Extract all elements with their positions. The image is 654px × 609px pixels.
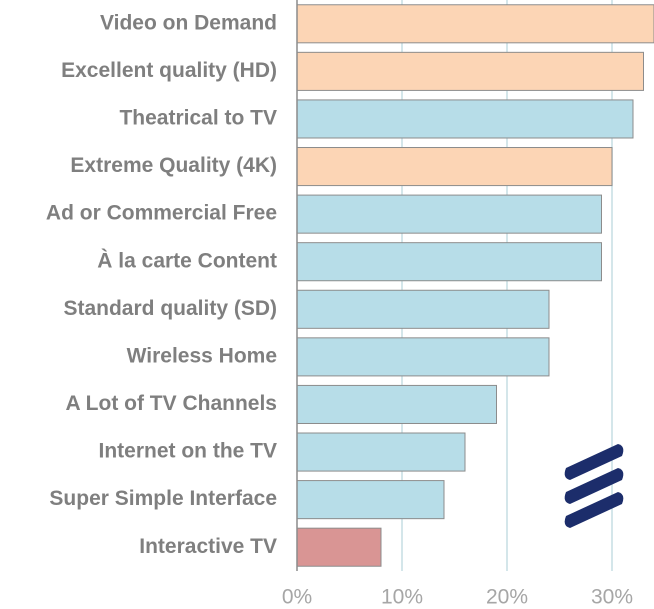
bar bbox=[296, 51, 644, 91]
logo-stripe bbox=[564, 492, 624, 528]
y-tick-label: Super Simple Interface bbox=[49, 487, 277, 510]
y-tick-label: Internet on the TV bbox=[99, 440, 278, 463]
x-tick-label: 30% bbox=[591, 586, 633, 609]
bar bbox=[296, 194, 602, 234]
x-tick-label: 20% bbox=[486, 586, 528, 609]
y-tick-label: Interactive TV bbox=[139, 535, 277, 558]
bar bbox=[296, 147, 613, 187]
bar bbox=[296, 337, 550, 377]
bar bbox=[296, 432, 466, 472]
y-tick-label: Ad or Commercial Free bbox=[46, 202, 277, 225]
y-tick-label: Extreme Quality (4K) bbox=[70, 154, 277, 177]
logo-stripe bbox=[564, 468, 624, 504]
y-tick-label: Video on Demand bbox=[100, 11, 277, 34]
x-tick-label: 0% bbox=[282, 586, 312, 609]
bar bbox=[296, 527, 382, 567]
logo bbox=[564, 444, 624, 528]
x-tick-label: 10% bbox=[381, 586, 423, 609]
bar bbox=[296, 99, 634, 139]
bars: Video on Demand Excellent quality (HD) The… bbox=[46, 0, 654, 571]
bar bbox=[296, 384, 497, 424]
bar bbox=[296, 480, 445, 520]
grid: 0% 10% 20% 30% bbox=[282, 0, 633, 609]
y-tick-label: Standard quality (SD) bbox=[63, 297, 277, 320]
y-tick-label: Theatrical to TV bbox=[119, 107, 277, 130]
y-tick-label: À la carte Content bbox=[97, 249, 277, 272]
y-tick-label: Wireless Home bbox=[127, 344, 277, 367]
y-tick-label: A Lot of TV Channels bbox=[65, 392, 277, 415]
bar bbox=[296, 4, 654, 44]
logo-stripe bbox=[564, 444, 624, 480]
y-tick-label: Excellent quality (HD) bbox=[61, 59, 277, 82]
bar bbox=[296, 242, 602, 282]
bar bbox=[296, 289, 550, 329]
